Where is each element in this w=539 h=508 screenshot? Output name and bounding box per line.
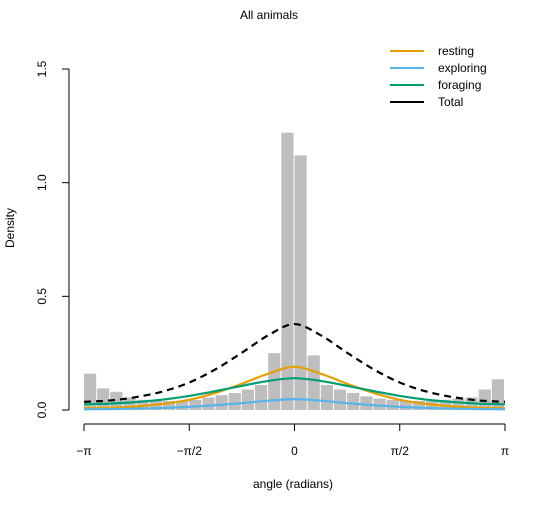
density-curves bbox=[83, 322, 506, 411]
histogram-bar-7 bbox=[176, 400, 189, 410]
histogram-bar-19 bbox=[333, 389, 347, 410]
series-line-total bbox=[83, 322, 506, 403]
chart-title: All animals bbox=[240, 8, 298, 22]
histogram-bar-15 bbox=[281, 132, 294, 411]
y-tick-label-0: 0.0 bbox=[35, 401, 49, 418]
histogram-bar-25 bbox=[412, 400, 426, 410]
histogram-bar-2 bbox=[110, 391, 123, 410]
histogram-bar-31 bbox=[491, 379, 504, 410]
y-axis: 0.0 0.5 1.0 1.5 bbox=[35, 60, 70, 418]
histogram-bar-22 bbox=[373, 398, 386, 410]
histogram-bar-14 bbox=[268, 353, 281, 410]
histogram-bar-16 bbox=[294, 155, 307, 410]
x-tick-label-1: −π/2 bbox=[177, 444, 203, 458]
y-tick-label-3: 1.5 bbox=[35, 60, 49, 77]
histogram-bar-13 bbox=[255, 384, 268, 410]
histogram-bar-24 bbox=[399, 400, 412, 410]
legend-label-foraging: foraging bbox=[438, 78, 481, 92]
histogram-bar-21 bbox=[360, 396, 373, 410]
series-line-resting bbox=[83, 365, 506, 410]
x-axis-label: angle (radians) bbox=[253, 477, 333, 491]
legend: resting exploring foraging Total bbox=[390, 44, 487, 109]
histogram-bar-11 bbox=[228, 392, 241, 410]
legend-label-resting: resting bbox=[438, 44, 474, 58]
y-axis-label: Density bbox=[3, 208, 17, 248]
x-tick-label-2: 0 bbox=[291, 444, 298, 458]
legend-label-total: Total bbox=[438, 95, 463, 109]
histogram-bar-18 bbox=[320, 384, 333, 410]
histogram-bar-23 bbox=[386, 399, 399, 410]
x-tick-label-0: −π bbox=[76, 444, 91, 458]
histogram-bar-17 bbox=[307, 355, 320, 410]
series-line-exploring bbox=[83, 397, 506, 411]
histogram-bar-28 bbox=[452, 398, 465, 410]
histogram-bar-12 bbox=[241, 389, 255, 410]
histogram-bar-20 bbox=[347, 392, 360, 410]
series-line-foraging bbox=[83, 377, 506, 406]
histogram-bars bbox=[84, 132, 504, 411]
y-tick-label-2: 1.0 bbox=[35, 174, 49, 191]
y-tick-label-1: 0.5 bbox=[35, 288, 49, 305]
histogram-bar-8 bbox=[189, 399, 202, 410]
histogram-bar-10 bbox=[215, 395, 228, 410]
histogram-bar-9 bbox=[202, 397, 215, 410]
legend-label-exploring: exploring bbox=[438, 61, 487, 75]
histogram-bar-6 bbox=[162, 400, 176, 410]
x-axis: −π −π/2 0 π/2 π bbox=[76, 423, 509, 458]
x-tick-label-4: π bbox=[501, 444, 509, 458]
x-tick-label-3: π/2 bbox=[391, 444, 410, 458]
